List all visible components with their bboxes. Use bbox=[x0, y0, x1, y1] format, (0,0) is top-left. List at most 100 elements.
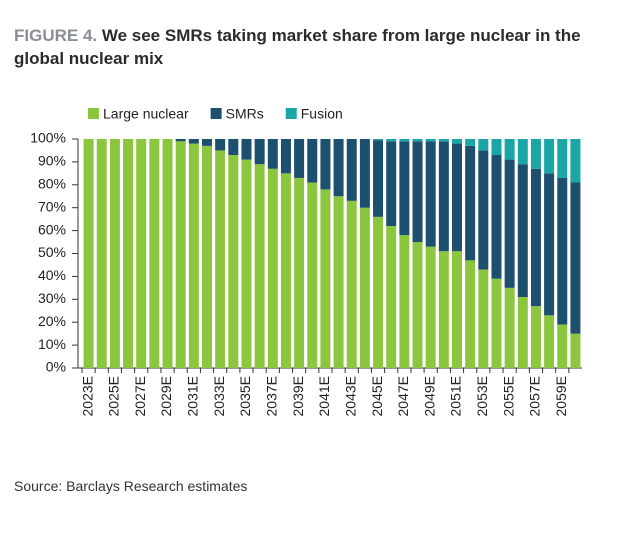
title-block: FIGURE 4. We see SMRs taking market shar… bbox=[14, 24, 614, 70]
x-tick-label: 2033E bbox=[211, 376, 227, 416]
bar-segment bbox=[307, 182, 318, 368]
bar-segment bbox=[228, 139, 239, 156]
bar-segment bbox=[359, 139, 370, 208]
bar-segment bbox=[175, 141, 186, 368]
bar-segment bbox=[452, 251, 462, 368]
bar-segment bbox=[333, 139, 344, 197]
bar-segment bbox=[438, 141, 449, 252]
x-tick-label: 2055E bbox=[500, 376, 516, 416]
bar-segment bbox=[307, 139, 318, 183]
bar-segment bbox=[530, 139, 541, 169]
legend-swatch bbox=[88, 108, 99, 119]
bar-segment bbox=[202, 145, 212, 368]
bar-segment bbox=[109, 139, 120, 368]
bar-segment bbox=[399, 235, 410, 368]
bar-segment bbox=[83, 139, 94, 368]
legend-swatch bbox=[285, 108, 297, 119]
x-tick-label: 2039E bbox=[290, 376, 306, 416]
bar-segment bbox=[149, 139, 160, 368]
bar-segment bbox=[162, 139, 173, 368]
y-tick-label: 90% bbox=[38, 153, 66, 169]
bar-segment bbox=[465, 139, 476, 146]
bar-segment bbox=[452, 139, 462, 144]
bar-segment bbox=[465, 260, 476, 368]
y-tick-label: 0% bbox=[46, 359, 66, 375]
y-tick-label: 100% bbox=[30, 130, 66, 146]
bar-segment bbox=[504, 287, 515, 368]
x-tick-label: 2049E bbox=[421, 376, 437, 416]
bar-segment bbox=[267, 139, 278, 169]
source-note: Source: Barclays Research estimates bbox=[14, 478, 248, 494]
x-tick-label: 2045E bbox=[369, 376, 385, 416]
x-tick-label: 2029E bbox=[158, 376, 174, 416]
x-tick-label: 2053E bbox=[474, 376, 490, 416]
x-tick-label: 2057E bbox=[527, 376, 543, 416]
bar-segment bbox=[254, 164, 265, 368]
chart-title: We see SMRs taking market share from lar… bbox=[14, 26, 581, 68]
bar-segment bbox=[570, 182, 581, 334]
y-tick-label: 10% bbox=[38, 336, 66, 352]
bar-segment bbox=[544, 173, 555, 316]
bar-segment bbox=[544, 139, 555, 174]
bar-segment bbox=[425, 141, 436, 247]
x-tick-label: 2035E bbox=[237, 376, 253, 416]
bar-segment bbox=[123, 139, 134, 368]
x-tick-label: 2059E bbox=[553, 376, 569, 416]
bar-segment bbox=[280, 139, 291, 174]
bar-segment bbox=[241, 159, 252, 368]
bar-segment bbox=[465, 145, 476, 261]
bar-segment bbox=[399, 141, 410, 236]
x-tick-label: 2051E bbox=[448, 376, 464, 416]
bar-segment bbox=[188, 143, 199, 368]
bar-segment bbox=[412, 139, 423, 142]
legend-label: Large nuclear bbox=[103, 106, 189, 122]
x-tick-label: 2023E bbox=[79, 376, 95, 416]
bar-segment bbox=[478, 139, 489, 151]
bar-segment bbox=[491, 155, 502, 279]
bar-segment bbox=[478, 150, 489, 270]
bar-segment bbox=[373, 216, 384, 368]
x-tick-label: 2027E bbox=[132, 376, 148, 416]
bar-segment bbox=[267, 168, 278, 368]
bar-segment bbox=[530, 168, 541, 307]
bar-segment bbox=[530, 306, 541, 368]
y-tick-label: 40% bbox=[38, 267, 66, 283]
bar-segment bbox=[280, 173, 291, 368]
bar-segment bbox=[294, 177, 305, 368]
bar-segment bbox=[570, 333, 581, 368]
bar-segment bbox=[425, 246, 436, 368]
bar-segment bbox=[346, 200, 357, 368]
bar-segment bbox=[386, 139, 397, 142]
bar-segment bbox=[452, 143, 462, 252]
bar-segment bbox=[557, 139, 568, 178]
x-tick-label: 2043E bbox=[342, 376, 358, 416]
bar-segment bbox=[544, 315, 555, 368]
bar-segment bbox=[517, 297, 528, 368]
bar-segment bbox=[491, 139, 502, 156]
y-tick-label: 70% bbox=[38, 198, 66, 214]
bar-segment bbox=[320, 189, 331, 368]
bar-segment bbox=[215, 139, 226, 151]
bar-segment bbox=[438, 251, 449, 368]
bar-segment bbox=[346, 139, 357, 201]
bar-segment bbox=[517, 164, 528, 298]
bar-segment bbox=[359, 207, 370, 368]
bar-segment bbox=[386, 141, 397, 227]
y-tick-label: 80% bbox=[38, 176, 66, 192]
figure-label: FIGURE 4. bbox=[14, 26, 98, 45]
y-tick-label: 20% bbox=[38, 313, 66, 329]
bar-segment bbox=[491, 278, 502, 368]
x-tick-label: 2041E bbox=[316, 376, 332, 416]
bar-segment bbox=[504, 139, 515, 160]
bar-segment bbox=[215, 150, 226, 368]
legend-label: Fusion bbox=[301, 106, 343, 122]
bar-segment bbox=[202, 139, 212, 146]
bar-segment bbox=[373, 139, 384, 141]
legend-swatch bbox=[210, 108, 222, 119]
bar-segment bbox=[373, 140, 384, 217]
x-tick-label: 2031E bbox=[185, 376, 201, 416]
bar-segment bbox=[412, 141, 423, 243]
x-tick-label: 2047E bbox=[395, 376, 411, 416]
y-tick-label: 60% bbox=[38, 221, 66, 237]
legend-label: SMRs bbox=[226, 106, 264, 122]
